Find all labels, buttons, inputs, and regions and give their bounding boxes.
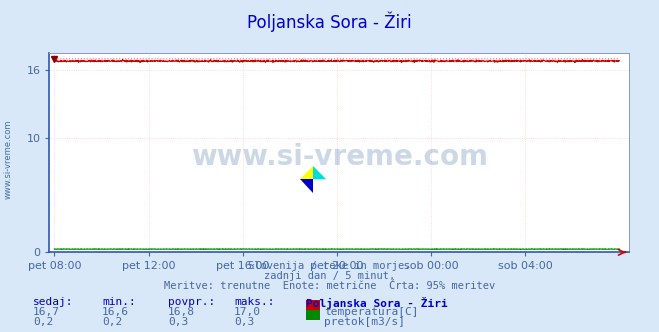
Text: 0,2: 0,2: [102, 317, 123, 327]
Polygon shape: [313, 166, 326, 179]
Text: 17,0: 17,0: [234, 307, 261, 317]
Text: Slovenija / reke in morje.: Slovenija / reke in morje.: [248, 261, 411, 271]
Text: Poljanska Sora - Žiri: Poljanska Sora - Žiri: [247, 12, 412, 32]
Text: 0,2: 0,2: [33, 317, 53, 327]
Polygon shape: [300, 179, 313, 193]
Text: Poljanska Sora - Žiri: Poljanska Sora - Žiri: [306, 297, 448, 309]
Text: Meritve: trenutne  Enote: metrične  Črta: 95% meritev: Meritve: trenutne Enote: metrične Črta: …: [164, 281, 495, 290]
Text: povpr.:: povpr.:: [168, 297, 215, 307]
Text: pretok[m3/s]: pretok[m3/s]: [324, 317, 405, 327]
Text: zadnji dan / 5 minut.: zadnji dan / 5 minut.: [264, 271, 395, 281]
Text: temperatura[C]: temperatura[C]: [324, 307, 418, 317]
Polygon shape: [300, 166, 313, 179]
Text: www.si-vreme.com: www.si-vreme.com: [3, 120, 13, 199]
Text: maks.:: maks.:: [234, 297, 274, 307]
Text: 0,3: 0,3: [234, 317, 254, 327]
Text: sedaj:: sedaj:: [33, 297, 73, 307]
Text: 0,3: 0,3: [168, 317, 188, 327]
Text: 16,6: 16,6: [102, 307, 129, 317]
Text: www.si-vreme.com: www.si-vreme.com: [191, 143, 488, 171]
Text: 16,8: 16,8: [168, 307, 195, 317]
Text: 16,7: 16,7: [33, 307, 60, 317]
Text: min.:: min.:: [102, 297, 136, 307]
